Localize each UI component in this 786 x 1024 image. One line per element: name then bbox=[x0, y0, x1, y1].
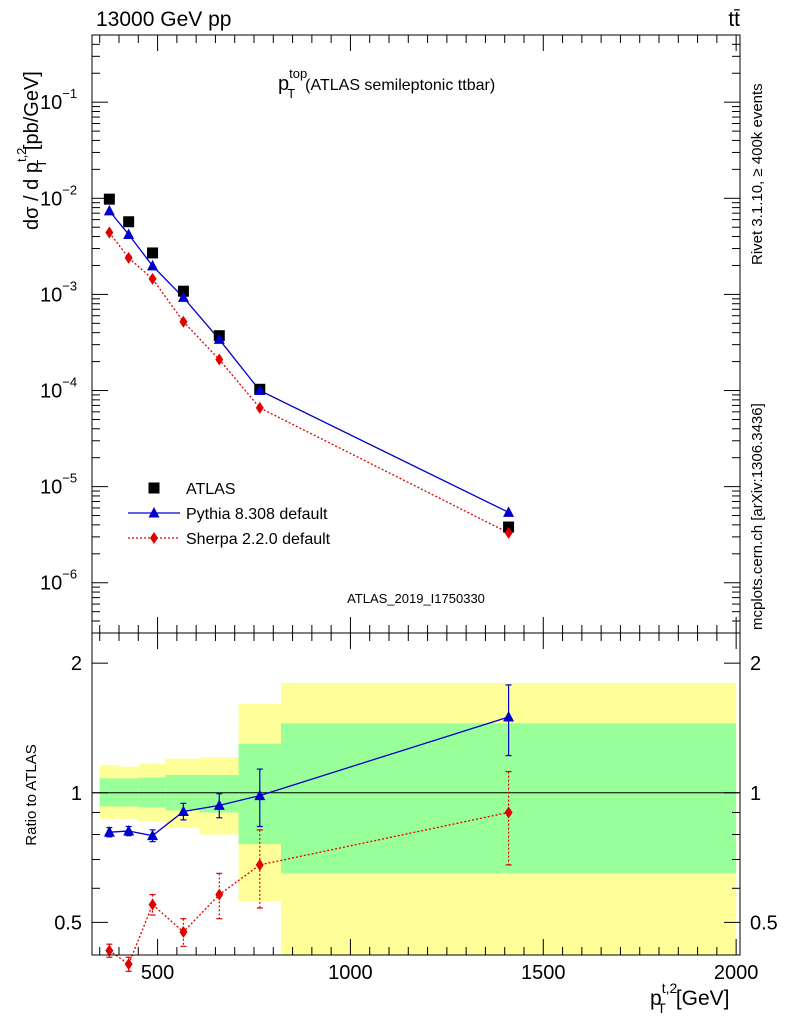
y-tick-label: 10−5 bbox=[40, 471, 77, 499]
y-tick-label: 10−3 bbox=[40, 278, 77, 306]
sherpa-ratio-point bbox=[504, 806, 513, 819]
sherpa-ratio-point bbox=[215, 888, 224, 901]
ratio-y-tick-label: 0.5 bbox=[54, 912, 82, 934]
ratio-y-tick-label: 1 bbox=[71, 783, 82, 805]
sherpa-legend-label: Sherpa 2.2.0 default bbox=[186, 531, 331, 548]
sherpa-point bbox=[179, 315, 188, 328]
sherpa-line bbox=[108, 232, 509, 534]
x-tick-label: 1000 bbox=[328, 962, 373, 984]
ratio-y-tick-label-right: 0.5 bbox=[750, 912, 778, 934]
pythia-point bbox=[147, 259, 159, 271]
atlas-legend-marker bbox=[148, 482, 160, 494]
y-axis-label-main: dσ / d pt,2T [pb/GeV] bbox=[14, 71, 49, 230]
y-tick-label: 10−1 bbox=[40, 86, 77, 114]
pythia-ratio-point bbox=[503, 710, 515, 722]
sherpa-point bbox=[124, 251, 133, 264]
legend: ATLAS Pythia 8.308 default Sherpa 2.2.0 de… bbox=[128, 481, 331, 548]
ratio-y-tick-label: 2 bbox=[71, 653, 82, 675]
ratio-y-tick-label-right: 2 bbox=[750, 653, 761, 675]
sherpa-ratio-point bbox=[148, 898, 157, 911]
pythia-point bbox=[123, 228, 135, 240]
plot-title: ptop T (ATLAS semileptonic ttbar) bbox=[278, 66, 495, 101]
pythia-ratio-point bbox=[103, 826, 115, 837]
pythia-point bbox=[103, 204, 115, 216]
sherpa-ratio-point bbox=[255, 858, 264, 871]
mcplots-label: mcplots.cern.ch [arXiv:1306.3436] bbox=[749, 403, 766, 630]
rivet-version-label: Rivet 3.1.10, ≥ 400k events bbox=[749, 83, 766, 265]
atlas-point bbox=[123, 216, 135, 228]
pythia-line bbox=[108, 210, 509, 513]
main-panel: ptop T (ATLAS semileptonic ttbar) ATLAS_20… bbox=[14, 34, 741, 634]
watermark-label: ATLAS_2019_I1750330 bbox=[347, 591, 485, 606]
atlas-point bbox=[103, 193, 115, 205]
pythia-ratio-point bbox=[213, 799, 225, 810]
energy-label: 13000 GeV pp bbox=[96, 8, 231, 31]
ratio-panel: 0.5 0.5 1 1 2 2 500 1000 1500 2000 Ratio to ATLAS… bbox=[23, 632, 778, 1016]
pythia-point bbox=[254, 384, 266, 396]
y-tick-label: 10−2 bbox=[40, 182, 77, 210]
pythia-ratio-point bbox=[254, 789, 266, 801]
pythia-point bbox=[503, 506, 515, 517]
y-tick-label: 10−4 bbox=[40, 375, 77, 403]
pythia-legend-marker bbox=[148, 507, 160, 518]
x-tick-label: 1500 bbox=[521, 962, 566, 984]
sherpa-ratio-point bbox=[179, 925, 188, 938]
sherpa-ratio-point bbox=[124, 958, 133, 971]
atlas-point bbox=[177, 285, 189, 297]
sherpa-legend-marker bbox=[150, 532, 158, 544]
pythia-point bbox=[177, 291, 189, 302]
x-tick-label: 2000 bbox=[714, 962, 759, 984]
y-tick-label: 10−6 bbox=[40, 567, 77, 595]
sherpa-point bbox=[215, 353, 224, 366]
atlas-point bbox=[147, 247, 159, 259]
atlas-legend-label: ATLAS bbox=[186, 481, 236, 498]
x-axis-label: pt,2 T [GeV] bbox=[650, 980, 730, 1016]
ratio-y-tick-label-right: 1 bbox=[750, 783, 761, 805]
pythia-point bbox=[213, 333, 225, 344]
sherpa-point bbox=[148, 272, 157, 285]
sherpa-point bbox=[504, 526, 513, 539]
x-tick-label: 500 bbox=[141, 962, 174, 984]
sherpa-point bbox=[255, 401, 264, 414]
pythia-ratio-point bbox=[147, 829, 159, 841]
process-label: tt̄ bbox=[728, 8, 740, 31]
pythia-ratio-point bbox=[177, 805, 189, 816]
pythia-ratio-point bbox=[123, 825, 135, 836]
pythia-legend-label: Pythia 8.308 default bbox=[186, 506, 328, 523]
sherpa-ratio-point bbox=[105, 944, 114, 957]
ratio-panel-frame bbox=[91, 632, 741, 956]
y-axis-label-ratio: Ratio to ATLAS bbox=[23, 744, 40, 845]
sherpa-point bbox=[105, 226, 114, 239]
